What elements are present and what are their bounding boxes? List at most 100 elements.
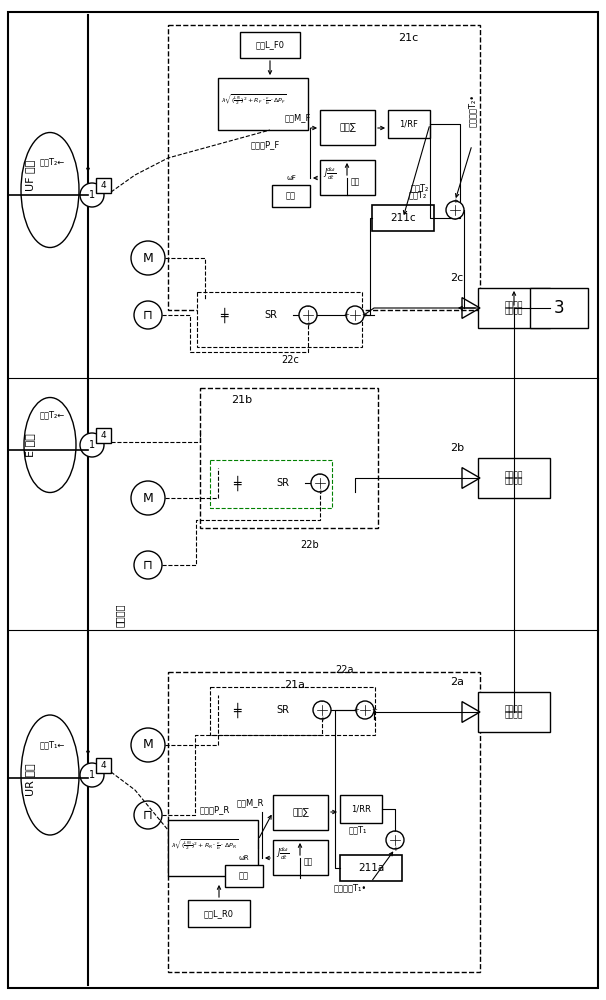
Text: M: M bbox=[142, 738, 153, 752]
Text: 211a: 211a bbox=[358, 863, 384, 873]
Text: SR: SR bbox=[276, 705, 289, 715]
Bar bbox=[200, 388, 378, 528]
Text: SR: SR bbox=[276, 478, 289, 488]
Text: $\lambda\sqrt{(\frac{L_{R0}}{2})^2+R_R\cdot\frac{c}{b}\cdot\Delta P_R}$: $\lambda\sqrt{(\frac{L_{R0}}{2})^2+R_R\c… bbox=[171, 838, 238, 852]
Bar bbox=[372, 205, 434, 231]
Text: 张力设定T₂•: 张力设定T₂• bbox=[467, 93, 476, 127]
Text: 4: 4 bbox=[101, 181, 106, 190]
Text: +: + bbox=[319, 716, 325, 722]
Bar bbox=[218, 78, 308, 130]
Text: ⊓: ⊓ bbox=[143, 308, 153, 322]
Bar bbox=[320, 160, 375, 195]
Text: $J\frac{d\omega}{dt}$: $J\frac{d\omega}{dt}$ bbox=[276, 846, 289, 862]
Text: +: + bbox=[361, 312, 367, 318]
Bar bbox=[210, 460, 332, 508]
Text: 211c: 211c bbox=[390, 213, 416, 223]
Bar bbox=[478, 458, 550, 498]
Text: UF 机架: UF 机架 bbox=[25, 159, 35, 191]
Text: -: - bbox=[307, 303, 309, 309]
Text: M: M bbox=[142, 251, 153, 264]
Circle shape bbox=[134, 551, 162, 579]
Circle shape bbox=[346, 306, 364, 324]
Text: 变频∑: 变频∑ bbox=[292, 808, 309, 817]
Text: +: + bbox=[317, 489, 323, 495]
Circle shape bbox=[131, 481, 165, 515]
Text: M: M bbox=[142, 491, 153, 504]
Bar bbox=[168, 672, 480, 972]
Bar bbox=[210, 687, 375, 735]
Bar bbox=[96, 178, 111, 193]
Circle shape bbox=[134, 801, 162, 829]
Circle shape bbox=[80, 433, 104, 457]
Bar bbox=[273, 840, 328, 875]
Text: 连轧速度: 连轧速度 bbox=[505, 300, 523, 309]
Text: -: - bbox=[319, 471, 321, 477]
Bar bbox=[340, 795, 382, 823]
Text: 微分: 微分 bbox=[350, 178, 359, 186]
Circle shape bbox=[313, 701, 331, 719]
Text: 变频∑: 变频∑ bbox=[339, 123, 356, 132]
Text: 张力T₁←: 张力T₁← bbox=[39, 740, 65, 750]
Text: +: + bbox=[353, 707, 359, 713]
Text: 21c: 21c bbox=[398, 33, 418, 43]
Bar bbox=[168, 820, 258, 876]
Bar bbox=[96, 428, 111, 443]
Text: 转矩M_F: 转矩M_F bbox=[285, 113, 311, 122]
Text: 张力T₁: 张力T₁ bbox=[349, 826, 367, 834]
Bar bbox=[320, 110, 375, 145]
Ellipse shape bbox=[21, 132, 79, 247]
Circle shape bbox=[131, 728, 165, 762]
Text: +: + bbox=[452, 198, 458, 204]
Text: 轧制力P_F: 轧制力P_F bbox=[250, 140, 279, 149]
Bar bbox=[240, 32, 300, 58]
Text: E 机架: E 机架 bbox=[25, 433, 35, 457]
Text: +: + bbox=[305, 321, 311, 327]
Text: ωR: ωR bbox=[239, 855, 249, 861]
Text: 2a: 2a bbox=[450, 677, 464, 687]
Text: 张力设定T₁•: 张力设定T₁• bbox=[333, 884, 367, 892]
Bar bbox=[272, 185, 310, 207]
Text: 张力T₂←: 张力T₂← bbox=[40, 410, 65, 420]
Text: 21b: 21b bbox=[231, 395, 253, 405]
Text: 积速: 积速 bbox=[286, 192, 296, 200]
Text: 2b: 2b bbox=[450, 443, 464, 453]
Circle shape bbox=[356, 701, 374, 719]
Text: 4: 4 bbox=[101, 761, 106, 770]
Text: 张力T₂←: 张力T₂← bbox=[40, 157, 65, 166]
Text: 4: 4 bbox=[101, 431, 106, 440]
Text: 22b: 22b bbox=[301, 540, 319, 550]
Bar bbox=[478, 288, 550, 328]
Text: 力矩L_F0: 力矩L_F0 bbox=[256, 40, 284, 49]
Circle shape bbox=[446, 201, 464, 219]
Text: 转矩M_R: 转矩M_R bbox=[236, 798, 264, 808]
Circle shape bbox=[386, 831, 404, 849]
Bar bbox=[225, 865, 263, 887]
Text: 21a: 21a bbox=[284, 680, 305, 690]
Text: ⊓: ⊓ bbox=[143, 808, 153, 822]
Bar bbox=[188, 900, 250, 927]
Text: $J\frac{d\omega}{dt}$: $J\frac{d\omega}{dt}$ bbox=[323, 166, 336, 182]
Text: 2c: 2c bbox=[450, 273, 464, 283]
Ellipse shape bbox=[24, 397, 76, 492]
Text: 轧制力P_R: 轧制力P_R bbox=[200, 806, 230, 814]
Text: +: + bbox=[371, 707, 377, 713]
Text: 1: 1 bbox=[89, 190, 95, 200]
Bar bbox=[260, 695, 305, 725]
Bar bbox=[273, 795, 328, 830]
Circle shape bbox=[80, 183, 104, 207]
Text: 22a: 22a bbox=[336, 665, 355, 675]
Bar bbox=[205, 300, 243, 330]
Text: 1: 1 bbox=[89, 440, 95, 450]
Text: 钢轨轧件: 钢轨轧件 bbox=[115, 603, 125, 627]
Circle shape bbox=[134, 301, 162, 329]
Text: 22c: 22c bbox=[281, 355, 299, 365]
Text: 张力T₂: 张力T₂ bbox=[409, 190, 427, 200]
Ellipse shape bbox=[21, 715, 79, 835]
Text: 1: 1 bbox=[89, 770, 95, 780]
Bar bbox=[340, 855, 402, 881]
Bar bbox=[218, 468, 256, 498]
Bar bbox=[260, 468, 305, 498]
Text: 1/RR: 1/RR bbox=[351, 804, 371, 814]
Bar bbox=[197, 292, 362, 347]
Text: 微分: 微分 bbox=[304, 857, 313, 866]
